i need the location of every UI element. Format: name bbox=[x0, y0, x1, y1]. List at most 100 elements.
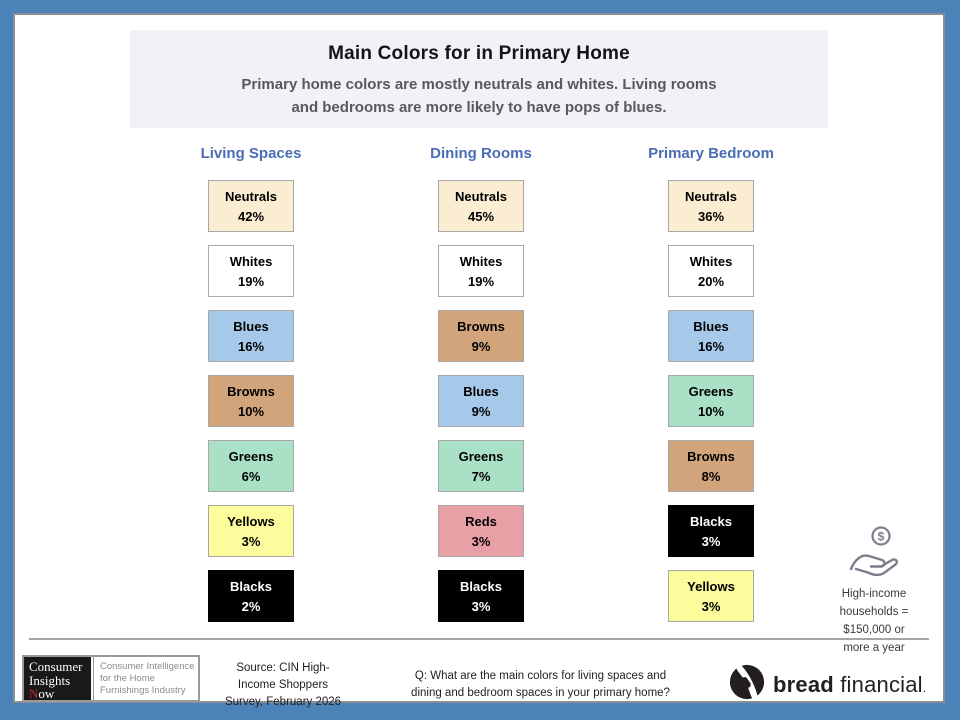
source-line: Income Shoppers bbox=[237, 679, 329, 691]
color-columns: Living Spaces Neutrals 42% Whites 19% Blues 16… bbox=[171, 145, 791, 635]
color-tile: Whites 20% bbox=[668, 245, 754, 297]
tile-label: Whites bbox=[459, 254, 503, 269]
tile-label: Blues bbox=[463, 384, 499, 399]
color-tile: Neutrals 36% bbox=[668, 180, 754, 232]
high-income-annotation: $ High-income households = $150,000 or m… bbox=[810, 525, 938, 657]
color-tile: Blues 9% bbox=[438, 375, 524, 427]
tile-label: Yellows bbox=[227, 514, 275, 529]
tile-value: 2% bbox=[241, 599, 261, 614]
annotation-text: High-income households = $150,000 or mor… bbox=[810, 585, 938, 657]
color-tile: Blacks 2% bbox=[208, 570, 294, 622]
tile-value: 3% bbox=[241, 534, 261, 549]
survey-question: Q: What are the main colors for living s… bbox=[383, 668, 698, 702]
room-column-primary-bedroom: Primary Bedroom Neutrals 36% Whites 20% Blues… bbox=[631, 145, 791, 635]
tile-value: 10% bbox=[697, 404, 725, 419]
room-column-dining-rooms: Dining Rooms Neutrals 45% Whites 19% Browns 9%… bbox=[401, 145, 561, 635]
title-banner: Main Colors for in Primary Home Primary … bbox=[130, 30, 828, 128]
color-tile: Browns 10% bbox=[208, 375, 294, 427]
bread-financial-mark-icon bbox=[729, 664, 765, 705]
color-tile: Yellows 3% bbox=[668, 570, 754, 622]
tile-value: 3% bbox=[471, 534, 491, 549]
color-tile: Blacks 3% bbox=[438, 570, 524, 622]
tagline-line: Furnishings Industry bbox=[100, 685, 186, 696]
bread-financial-logo: bread financial. bbox=[729, 664, 926, 705]
tile-label: Reds bbox=[465, 514, 497, 529]
tile-value: 45% bbox=[467, 209, 495, 224]
tile-label: Blues bbox=[693, 319, 729, 334]
tile-label: Blacks bbox=[690, 514, 732, 529]
color-tile: Greens 7% bbox=[438, 440, 524, 492]
tile-label: Neutrals bbox=[684, 189, 738, 204]
tile-label: Neutrals bbox=[224, 189, 278, 204]
tile-label: Browns bbox=[687, 449, 735, 464]
cin-logo-tagline: Consumer Intelligence for the Home Furni… bbox=[93, 657, 198, 700]
column-header: Dining Rooms bbox=[430, 145, 532, 162]
tile-label: Yellows bbox=[687, 579, 735, 594]
tile-label: Blacks bbox=[230, 579, 272, 594]
question-line: dining and bedroom spaces in your primar… bbox=[411, 687, 670, 699]
tile-label: Greens bbox=[458, 449, 504, 464]
annotation-line: High-income bbox=[841, 588, 907, 600]
subtitle-line: Primary home colors are mostly neutrals … bbox=[241, 76, 717, 93]
tile-value: 19% bbox=[467, 274, 495, 289]
source-note: Source: CIN High- Income Shoppers Survey… bbox=[198, 660, 368, 711]
tile-value: 10% bbox=[237, 404, 265, 419]
tile-label: Neutrals bbox=[454, 189, 508, 204]
tile-value: 3% bbox=[701, 534, 721, 549]
question-line: Q: What are the main colors for living s… bbox=[414, 670, 667, 682]
tile-label: Whites bbox=[689, 254, 733, 269]
color-tile: Blues 16% bbox=[208, 310, 294, 362]
tile-value: 3% bbox=[471, 599, 491, 614]
consumer-insights-now-logo: Consumer Insights Now Consumer Intellige… bbox=[22, 655, 200, 702]
money-hand-icon: $ bbox=[843, 526, 905, 581]
tile-value: 6% bbox=[241, 469, 261, 484]
color-tile: Whites 19% bbox=[438, 245, 524, 297]
color-tile: Blues 16% bbox=[668, 310, 754, 362]
source-line: Source: CIN High- bbox=[236, 662, 330, 674]
tile-value: 9% bbox=[471, 339, 491, 354]
color-tile: Greens 10% bbox=[668, 375, 754, 427]
cin-word: Insights bbox=[29, 672, 71, 688]
column-header: Primary Bedroom bbox=[648, 145, 774, 162]
color-tile: Neutrals 42% bbox=[208, 180, 294, 232]
tile-value: 3% bbox=[701, 599, 721, 614]
tile-value: 8% bbox=[701, 469, 721, 484]
tile-value: 7% bbox=[471, 469, 491, 484]
cin-word: Now bbox=[29, 686, 55, 701]
source-line: Survey, February 2026 bbox=[224, 696, 342, 708]
annotation-line: more a year bbox=[843, 642, 905, 654]
tile-value: 19% bbox=[237, 274, 265, 289]
cin-logo-wordmark: Consumer Insights Now bbox=[24, 657, 91, 700]
color-tile: Browns 8% bbox=[668, 440, 754, 492]
color-tile: Browns 9% bbox=[438, 310, 524, 362]
tile-label: Blacks bbox=[460, 579, 502, 594]
cin-word: Consumer bbox=[29, 659, 83, 674]
tile-label: Greens bbox=[688, 384, 734, 399]
tile-value: 20% bbox=[697, 274, 725, 289]
tile-label: Whites bbox=[229, 254, 273, 269]
color-tile: Reds 3% bbox=[438, 505, 524, 557]
tile-value: 42% bbox=[237, 209, 265, 224]
brand-wordmark: bread financial. bbox=[773, 671, 927, 697]
tile-label: Browns bbox=[457, 319, 505, 334]
slide: Main Colors for in Primary Home Primary … bbox=[13, 13, 945, 708]
color-tile: Whites 19% bbox=[208, 245, 294, 297]
color-tile: Greens 6% bbox=[208, 440, 294, 492]
color-tile: Yellows 3% bbox=[208, 505, 294, 557]
subtitle-line: and bedrooms are more likely to have pop… bbox=[291, 99, 667, 116]
tile-value: 9% bbox=[471, 404, 491, 419]
tile-value: 36% bbox=[697, 209, 725, 224]
page-subtitle: Primary home colors are mostly neutrals … bbox=[130, 73, 828, 119]
page-title: Main Colors for in Primary Home bbox=[328, 43, 630, 64]
tile-label: Browns bbox=[227, 384, 275, 399]
column-header: Living Spaces bbox=[200, 145, 302, 162]
svg-text:$: $ bbox=[878, 530, 885, 544]
annotation-line: $150,000 or bbox=[843, 624, 905, 636]
color-tile: Neutrals 45% bbox=[438, 180, 524, 232]
tile-label: Greens bbox=[228, 449, 274, 464]
tile-value: 16% bbox=[697, 339, 725, 354]
footer-divider bbox=[29, 638, 929, 640]
tagline-line: for the Home bbox=[100, 673, 155, 684]
room-column-living-spaces: Living Spaces Neutrals 42% Whites 19% Blues 16… bbox=[171, 145, 331, 635]
tile-value: 16% bbox=[237, 339, 265, 354]
